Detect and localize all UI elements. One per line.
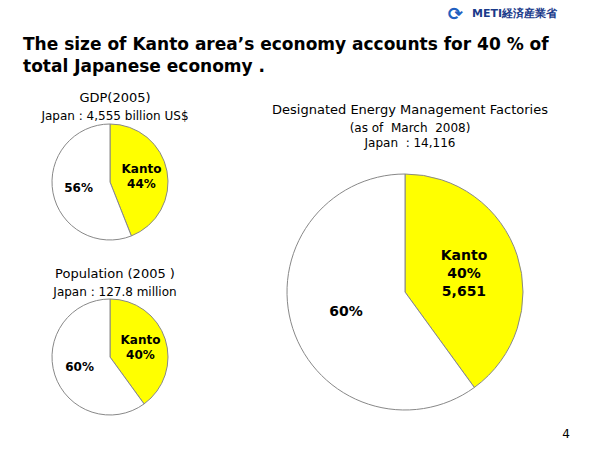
svg-text:5,651: 5,651 [442,283,486,299]
svg-text:Kanto: Kanto [121,162,161,176]
svg-text:Japan : 127.8 million: Japan : 127.8 million [52,285,176,299]
svg-text:GDP(2005): GDP(2005) [79,90,150,105]
svg-text:60%: 60% [329,303,363,319]
svg-text:⟳: ⟳ [448,3,463,24]
svg-text:Japan : 14,116: Japan : 14,116 [364,136,456,150]
svg-text:Designated Energy Management F: Designated Energy Management Factories [272,102,548,117]
svg-text:(as of March 2008): (as of March 2008) [350,121,471,135]
svg-text:total Japanese economy .: total Japanese economy . [23,56,265,76]
svg-text:METI経済産業省: METI経済産業省 [472,7,558,20]
svg-text:The size of Kanto area’s econo: The size of Kanto area’s economy account… [23,34,549,54]
svg-text:4: 4 [562,427,570,441]
svg-text:56%: 56% [64,181,93,195]
svg-text:60%: 60% [65,360,94,374]
svg-text:40%: 40% [447,265,481,281]
svg-text:Population (2005 ): Population (2005 ) [55,266,175,281]
svg-text:40%: 40% [126,348,155,362]
svg-text:Kanto: Kanto [441,247,488,263]
svg-text:44%: 44% [127,177,156,191]
svg-text:Kanto: Kanto [120,333,160,347]
svg-text:Japan : 4,555 billion US$: Japan : 4,555 billion US$ [40,109,188,123]
